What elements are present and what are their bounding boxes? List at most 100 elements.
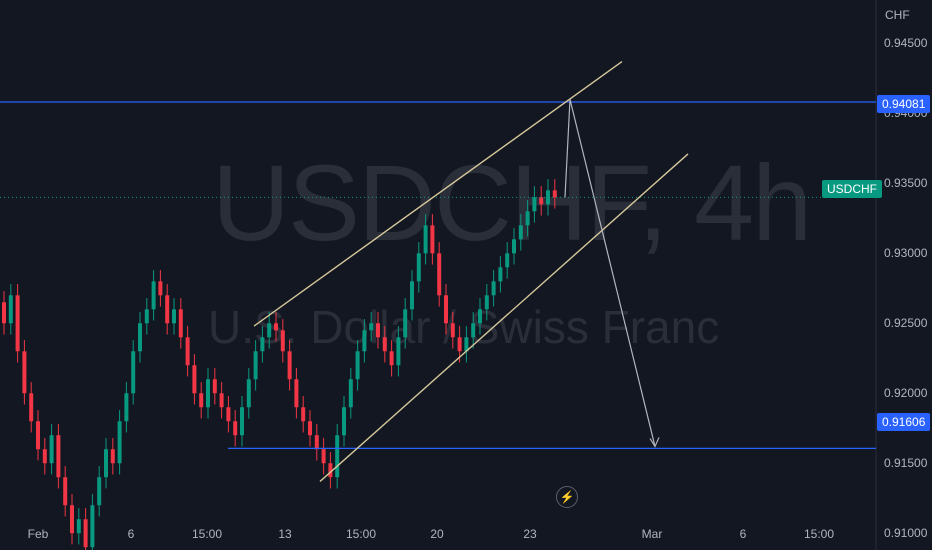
time-tick-label: 13 — [278, 527, 292, 541]
time-tick-label: 6 — [127, 527, 135, 541]
candle-body — [240, 407, 244, 436]
channel-line — [253, 61, 623, 327]
symbol-price-tag: USDCHF — [822, 180, 882, 198]
candle-body — [246, 379, 251, 408]
candle-body — [321, 449, 326, 464]
lightning-bolt-icon[interactable]: ⚡ — [556, 486, 578, 508]
candle-body — [450, 323, 455, 338]
candle-body — [178, 309, 183, 338]
price-tick-label: 0.91000 — [884, 526, 928, 541]
candle-body — [76, 519, 81, 534]
candle-body — [532, 197, 537, 212]
price-tick-label: 0.92000 — [884, 386, 928, 401]
candle-body — [416, 253, 421, 282]
candle-body — [253, 351, 258, 380]
time-tick-label: Feb — [27, 527, 49, 541]
candle-body — [97, 477, 102, 506]
candle-body — [539, 197, 544, 205]
candle-body — [280, 330, 285, 352]
candle-body — [437, 253, 442, 296]
candle-body — [219, 393, 224, 408]
price-tick-label: 0.92500 — [884, 316, 928, 331]
candle-body — [206, 379, 210, 408]
projection-path — [564, 99, 656, 447]
price-axis-currency: CHF — [885, 8, 910, 22]
candle-body — [124, 393, 129, 422]
candle-body — [185, 337, 190, 366]
candle-body — [117, 421, 122, 464]
candle-body — [22, 351, 27, 394]
upper-level-price-tag: 0.94081 — [877, 95, 931, 113]
candle-body — [42, 449, 47, 464]
time-tick-label: 20 — [430, 527, 444, 541]
price-tick-label: 0.94500 — [884, 36, 928, 51]
candle-body — [104, 449, 108, 478]
candle-body — [382, 337, 387, 352]
candle-body — [484, 295, 489, 310]
candle-body — [260, 337, 265, 352]
candle-body — [90, 505, 95, 548]
price-tick-label: 0.93000 — [884, 246, 928, 261]
candle-body — [158, 281, 163, 296]
candle-body — [423, 225, 428, 254]
candle-body — [308, 421, 312, 436]
candle-body — [287, 351, 292, 380]
price-tick-label: 0.91500 — [884, 456, 928, 471]
candle-body — [110, 449, 115, 464]
candle-body — [56, 435, 61, 478]
projection-arrowhead — [649, 437, 660, 448]
candle-body — [498, 267, 503, 282]
candle-body — [70, 505, 74, 534]
time-tick-label: 15:00 — [191, 527, 223, 541]
candle-body — [138, 323, 142, 352]
candle-body — [267, 323, 272, 338]
candle-body — [29, 393, 34, 422]
candle-body — [525, 211, 530, 226]
candle-body — [389, 351, 394, 366]
candle-body — [444, 295, 448, 324]
candle-body — [165, 295, 170, 324]
watermark-description: U.S. Dollar / Swiss Franc — [208, 301, 720, 353]
candle-body — [8, 295, 13, 324]
candle-body — [328, 463, 333, 478]
candle-body — [362, 330, 367, 352]
candle-body — [15, 295, 20, 352]
candle-body — [505, 253, 510, 268]
candle-body — [464, 337, 469, 352]
candle-body — [552, 190, 557, 198]
time-tick-label: 15:00 — [803, 527, 835, 541]
candle-body — [144, 309, 149, 324]
candle-body — [491, 281, 496, 296]
time-tick-label: Mar — [641, 527, 663, 541]
lower-level-price-tag: 0.91606 — [877, 413, 931, 431]
candle-body — [294, 379, 299, 408]
time-tick-label: 6 — [739, 527, 747, 541]
candle-body — [83, 519, 88, 548]
candle-body — [396, 337, 401, 366]
candle-body — [430, 225, 435, 254]
candle-body — [131, 351, 136, 394]
candle-body — [212, 379, 217, 394]
candle-body — [2, 302, 6, 324]
candle-body — [376, 323, 380, 338]
candle-body — [49, 435, 54, 464]
candle-body — [348, 379, 353, 408]
candle-body — [233, 421, 238, 436]
candle-body — [478, 309, 482, 324]
candle-body — [335, 435, 340, 478]
candle-body — [192, 365, 197, 394]
candle-body — [457, 337, 462, 352]
candle-body — [512, 239, 516, 254]
candle-body — [301, 407, 306, 422]
candle-body — [151, 281, 156, 310]
candle-body — [410, 281, 414, 310]
candle-body — [403, 309, 408, 338]
time-tick-label: 15:00 — [345, 527, 377, 541]
candle-body — [355, 351, 360, 380]
candle-body — [226, 407, 231, 422]
time-tick-label: 23 — [523, 527, 537, 541]
channel-line — [319, 153, 689, 482]
candle-body — [342, 407, 346, 436]
